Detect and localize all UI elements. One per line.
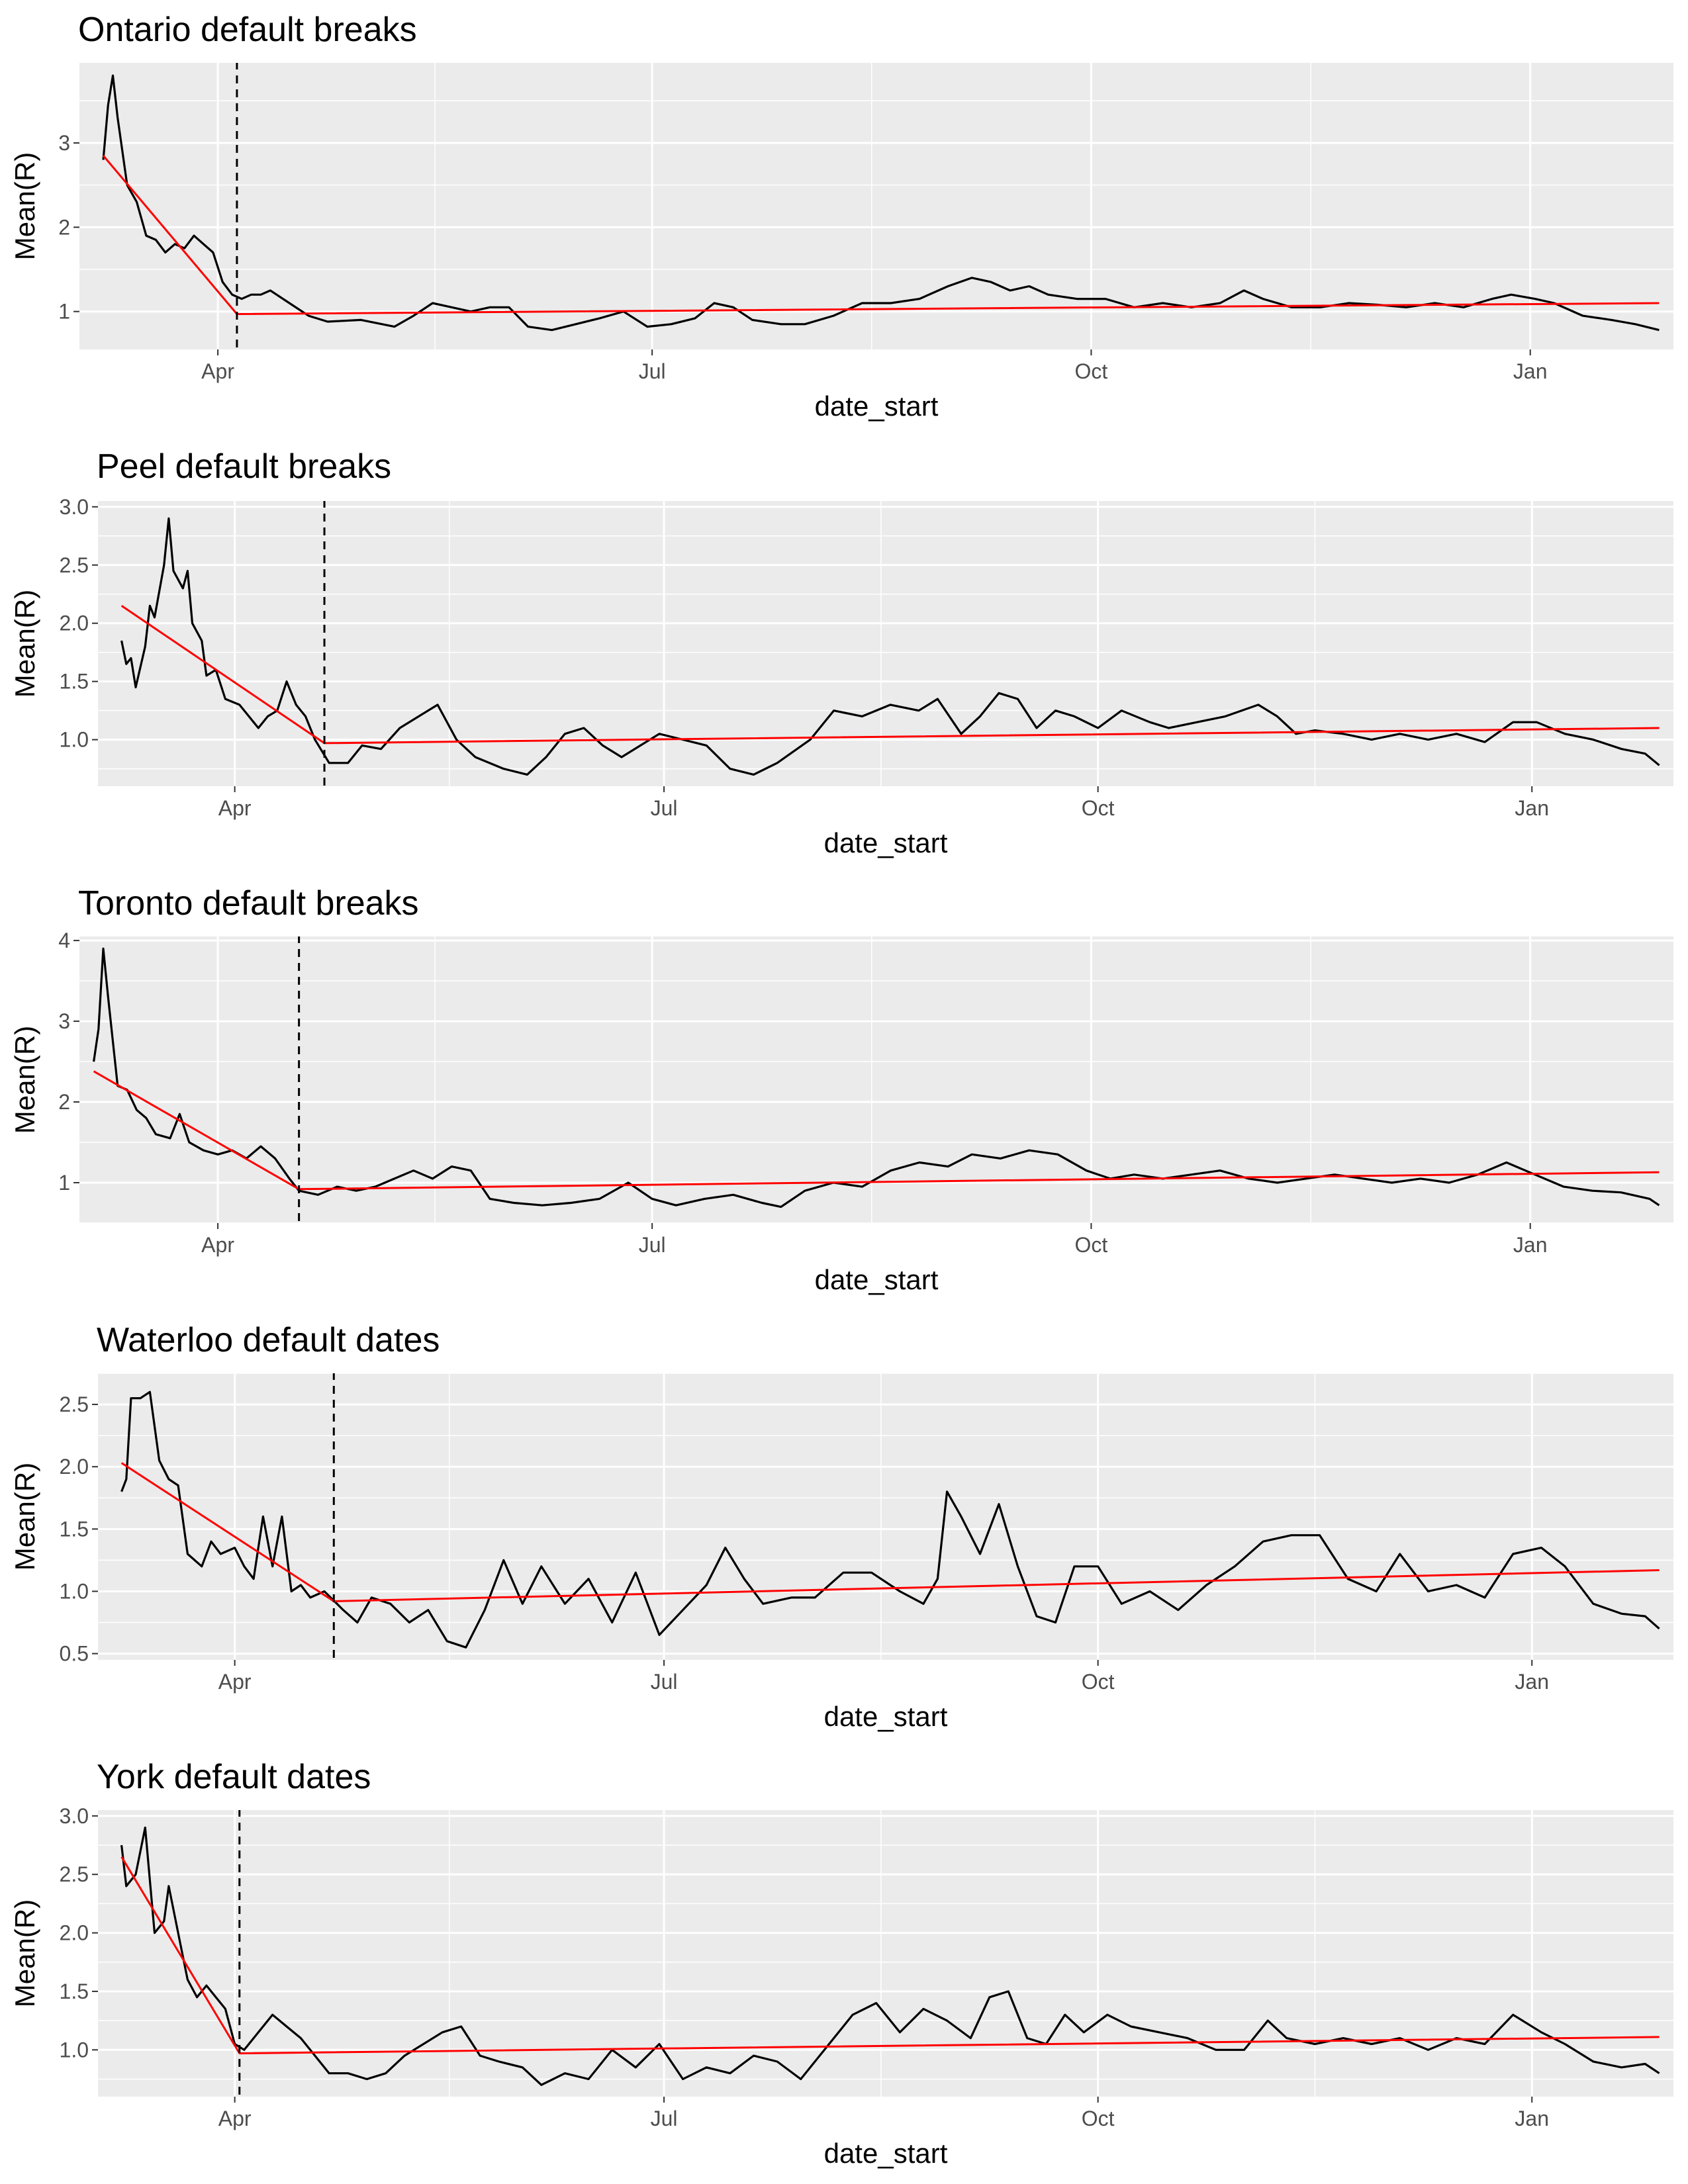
chart-panels: Ontario default breaks 1 2 3 Apr Jul Oct Jan dat… [9, 11, 1673, 2169]
plot-area [93, 936, 1660, 1223]
x-tick-label: Apr [201, 1233, 234, 1257]
x-tick-label: Jul [639, 1233, 666, 1257]
series-line-fitted [120, 1856, 1660, 2055]
x-tick-label: Jul [651, 796, 678, 820]
y-tick-label: 4 [58, 929, 70, 952]
series-line-mean-r [120, 517, 1660, 776]
y-tick-label: 3.0 [60, 1804, 89, 1828]
y-tick-label: 2.0 [60, 612, 89, 635]
x-tick-label: Oct [1082, 2107, 1115, 2130]
x-axis-label: date_start [815, 1264, 939, 1295]
y-tick-label: 0.5 [60, 1642, 89, 1666]
y-tick-label: 1 [58, 300, 70, 324]
y-tick-label: 1.0 [60, 2038, 89, 2062]
plot-background [79, 63, 1673, 349]
x-tick-label: Apr [201, 359, 234, 383]
chart-panel-3: Toronto default breaks 1 2 3 4 Apr Jul Oct Jan da… [9, 884, 1673, 1295]
x-tick-label: Jan [1513, 359, 1548, 383]
x-tick-label: Jul [651, 2107, 678, 2130]
y-tick-label: 3.0 [60, 495, 89, 519]
y-tick-label: 1 [58, 1171, 70, 1195]
y-tick-label: 1.0 [60, 1579, 89, 1603]
y-tick-label: 1.5 [60, 1517, 89, 1541]
y-tick-label: 1.5 [60, 670, 89, 694]
x-tick-label: Jan [1515, 2107, 1549, 2130]
chart-title: York default dates [97, 1758, 371, 1796]
x-axis-label: date_start [824, 1701, 948, 1732]
x-tick-label: Apr [218, 796, 252, 820]
y-tick-label: 2 [58, 1090, 70, 1114]
series-line-mean-r [120, 1826, 1660, 2086]
y-tick-label: 2.5 [60, 1392, 89, 1416]
y-axis-label: Mean(R) [9, 1463, 40, 1570]
series-line-mean-r [120, 1390, 1660, 1649]
y-tick-label: 1.5 [60, 1979, 89, 2003]
plot-area [102, 63, 1660, 349]
y-tick-label: 3 [58, 131, 70, 155]
y-tick-label: 2.5 [60, 1862, 89, 1886]
y-tick-label: 2.0 [60, 1921, 89, 1945]
x-tick-label: Oct [1082, 1670, 1115, 1694]
x-tick-label: Jul [639, 359, 666, 383]
chart-panel-4: Waterloo default dates 0.5 1.0 1.5 2.0 2.5 Apr… [9, 1321, 1673, 1732]
x-tick-label: Oct [1075, 1233, 1108, 1257]
chart-title: Peel default breaks [97, 447, 391, 486]
x-tick-label: Jan [1515, 796, 1549, 820]
x-axis-label: date_start [824, 827, 948, 858]
series-line-mean-r [93, 947, 1660, 1208]
y-tick-label: 2.5 [60, 553, 89, 577]
chart-panel-2: Peel default breaks 1.0 1.5 2.0 2.5 3.0 Apr Jul… [9, 447, 1673, 858]
plot-area [120, 1373, 1660, 1660]
plot-area [120, 501, 1660, 786]
plot-background [98, 1810, 1673, 2097]
x-tick-label: Jan [1513, 1233, 1548, 1257]
y-tick-label: 2 [58, 215, 70, 239]
x-axis-label: date_start [824, 2138, 948, 2169]
x-tick-label: Jan [1515, 1670, 1549, 1694]
x-tick-label: Apr [218, 1670, 252, 1694]
chart-title: Waterloo default dates [97, 1321, 440, 1359]
chart-panel-5: York default dates 1.0 1.5 2.0 2.5 3.0 Apr Jul O… [9, 1758, 1673, 2169]
y-axis-label: Mean(R) [9, 1899, 40, 2007]
chart-title: Ontario default breaks [78, 11, 417, 49]
y-tick-label: 3 [58, 1009, 70, 1033]
chart-title: Toronto default breaks [78, 884, 419, 923]
x-tick-label: Apr [218, 2107, 252, 2130]
y-axis-label: Mean(R) [9, 1026, 40, 1134]
x-tick-label: Oct [1082, 796, 1115, 820]
y-tick-label: 2.0 [60, 1455, 89, 1479]
y-tick-label: 1.0 [60, 728, 89, 752]
plot-background [98, 1373, 1673, 1660]
x-tick-label: Oct [1075, 359, 1108, 383]
y-axis-label: Mean(R) [9, 590, 40, 698]
chart-panel-1: Ontario default breaks 1 2 3 Apr Jul Oct Jan dat… [9, 11, 1673, 422]
x-tick-label: Jul [651, 1670, 678, 1694]
x-axis-label: date_start [815, 390, 939, 422]
plot-area [120, 1810, 1660, 2097]
y-axis-label: Mean(R) [9, 152, 40, 260]
